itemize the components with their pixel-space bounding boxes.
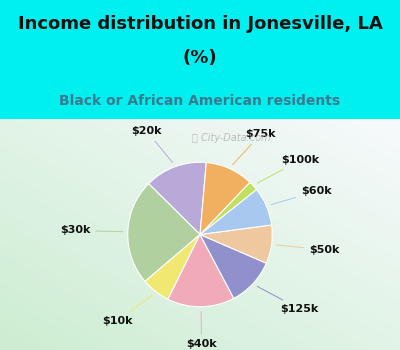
Wedge shape	[200, 225, 272, 263]
Text: $60k: $60k	[271, 187, 332, 204]
Text: $125k: $125k	[257, 286, 319, 314]
Wedge shape	[200, 234, 266, 298]
Text: $10k: $10k	[102, 295, 152, 326]
Text: Black or African American residents: Black or African American residents	[60, 94, 340, 108]
Text: $40k: $40k	[186, 312, 217, 349]
Text: $30k: $30k	[60, 225, 123, 236]
Wedge shape	[145, 234, 200, 299]
Wedge shape	[128, 184, 200, 281]
Text: (%): (%)	[183, 49, 217, 67]
Wedge shape	[200, 162, 250, 234]
Text: $100k: $100k	[257, 155, 319, 183]
Wedge shape	[149, 162, 206, 234]
Text: Income distribution in Jonesville, LA: Income distribution in Jonesville, LA	[18, 15, 382, 33]
Wedge shape	[168, 234, 234, 307]
Text: $20k: $20k	[132, 126, 172, 162]
Wedge shape	[200, 189, 272, 235]
Text: $75k: $75k	[232, 130, 276, 164]
Text: $50k: $50k	[276, 245, 339, 254]
Text: ⓘ City-Data.com: ⓘ City-Data.com	[192, 133, 271, 143]
Wedge shape	[200, 182, 256, 234]
